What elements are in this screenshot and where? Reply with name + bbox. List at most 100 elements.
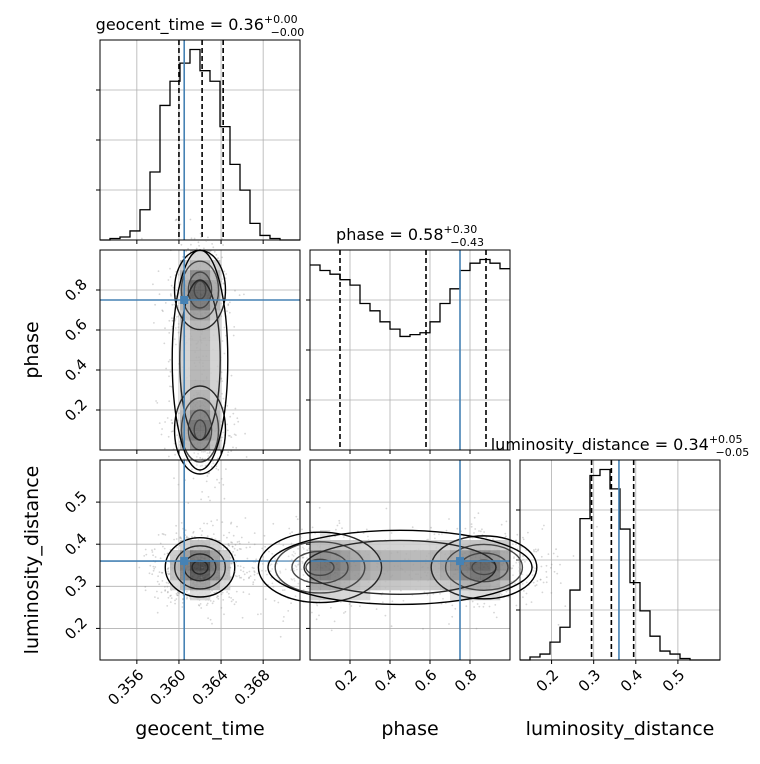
sample-point xyxy=(167,360,170,363)
sample-point xyxy=(248,577,250,580)
sample-point xyxy=(515,539,518,542)
density-cell xyxy=(210,320,221,331)
sample-point xyxy=(261,547,264,550)
sample-point xyxy=(234,407,237,410)
sample-point xyxy=(226,536,228,539)
density-clip-0 xyxy=(141,218,248,597)
sample-point xyxy=(541,591,544,594)
sample-point xyxy=(256,572,259,575)
sample-point xyxy=(257,613,259,616)
sample-point xyxy=(263,534,266,537)
sample-point xyxy=(234,554,236,557)
sample-point xyxy=(223,352,226,355)
sample-point xyxy=(161,580,164,582)
sample-point xyxy=(157,270,160,273)
sample-point xyxy=(253,579,256,581)
sample-point xyxy=(236,417,239,420)
sample-point xyxy=(232,534,235,537)
sample-point xyxy=(344,610,347,613)
sample-point xyxy=(144,586,147,588)
sample-point xyxy=(282,620,285,622)
sample-point xyxy=(152,283,154,286)
sample-point xyxy=(279,635,282,638)
sample-point xyxy=(170,419,173,421)
sample-point xyxy=(523,590,525,592)
sample-point xyxy=(465,605,468,608)
sample-point xyxy=(228,596,231,598)
sample-point xyxy=(541,528,544,530)
sample-point xyxy=(213,591,216,594)
sample-point xyxy=(181,606,184,608)
sample-point xyxy=(167,573,170,576)
sample-point xyxy=(530,601,533,603)
sample-point xyxy=(295,515,298,518)
sample-point xyxy=(448,623,450,625)
sample-point xyxy=(190,237,193,240)
sample-point xyxy=(144,548,147,551)
sample-point xyxy=(175,538,178,540)
hist-line-geocent_time xyxy=(100,48,300,241)
sample-point xyxy=(522,536,524,539)
sample-point xyxy=(193,237,196,240)
sample-point xyxy=(215,467,218,470)
sample-point xyxy=(159,557,162,560)
sample-point xyxy=(222,244,225,246)
sample-point xyxy=(149,564,152,567)
contour-0-0-2 xyxy=(180,260,220,320)
sample-point xyxy=(209,499,211,502)
sample-point xyxy=(451,615,454,618)
sample-point xyxy=(272,522,275,525)
sample-point xyxy=(198,244,201,247)
sample-point xyxy=(184,463,187,466)
sample-point xyxy=(288,527,291,530)
sample-point xyxy=(165,367,168,370)
sample-point xyxy=(159,542,162,545)
sample-point xyxy=(198,604,201,607)
density-cell xyxy=(180,310,191,321)
sample-point xyxy=(534,548,537,551)
sample-point xyxy=(230,450,233,452)
sample-point xyxy=(522,538,525,541)
density-cell xyxy=(190,330,201,341)
sample-point xyxy=(249,575,252,577)
sample-point xyxy=(166,591,169,594)
sample-point xyxy=(187,247,190,250)
sample-point xyxy=(202,450,205,453)
sample-point xyxy=(153,322,155,324)
title-sup-luminosity_distance: +0.05 xyxy=(709,433,743,446)
sample-point xyxy=(230,597,233,599)
sample-point xyxy=(238,575,241,577)
sample-point xyxy=(222,483,225,486)
sample-point xyxy=(481,528,483,531)
sample-point xyxy=(185,250,188,253)
sample-point xyxy=(160,591,163,594)
sample-point xyxy=(238,540,241,543)
xtick-label-phase-1: 0.4 xyxy=(371,666,401,696)
sample-point xyxy=(167,567,170,569)
hist-0-frame xyxy=(99,39,301,241)
sample-point xyxy=(217,595,220,598)
sample-point xyxy=(176,546,178,549)
sample-point xyxy=(564,605,567,607)
truth-marker-0 xyxy=(180,296,189,304)
sample-point xyxy=(242,570,245,573)
sample-point xyxy=(174,453,177,456)
density-cell xyxy=(200,300,211,311)
sample-point xyxy=(237,420,240,423)
sample-point xyxy=(200,576,203,579)
density-cell xyxy=(180,380,191,391)
yaxis-label-luminosity_distance: luminosity_distance xyxy=(21,466,43,655)
sample-point xyxy=(221,521,224,523)
sample-point xyxy=(316,604,319,607)
sample-point xyxy=(473,532,475,534)
sample-point xyxy=(166,585,169,588)
sample-point xyxy=(212,462,215,465)
sample-point xyxy=(168,455,170,458)
sample-point xyxy=(167,279,170,281)
sample-point xyxy=(338,522,341,524)
sample-point xyxy=(174,219,177,222)
xtick-label-luminosity_distance-0: 0.2 xyxy=(533,666,563,696)
sample-point xyxy=(273,599,276,602)
sample-point xyxy=(221,256,224,259)
sample-point xyxy=(138,566,141,569)
